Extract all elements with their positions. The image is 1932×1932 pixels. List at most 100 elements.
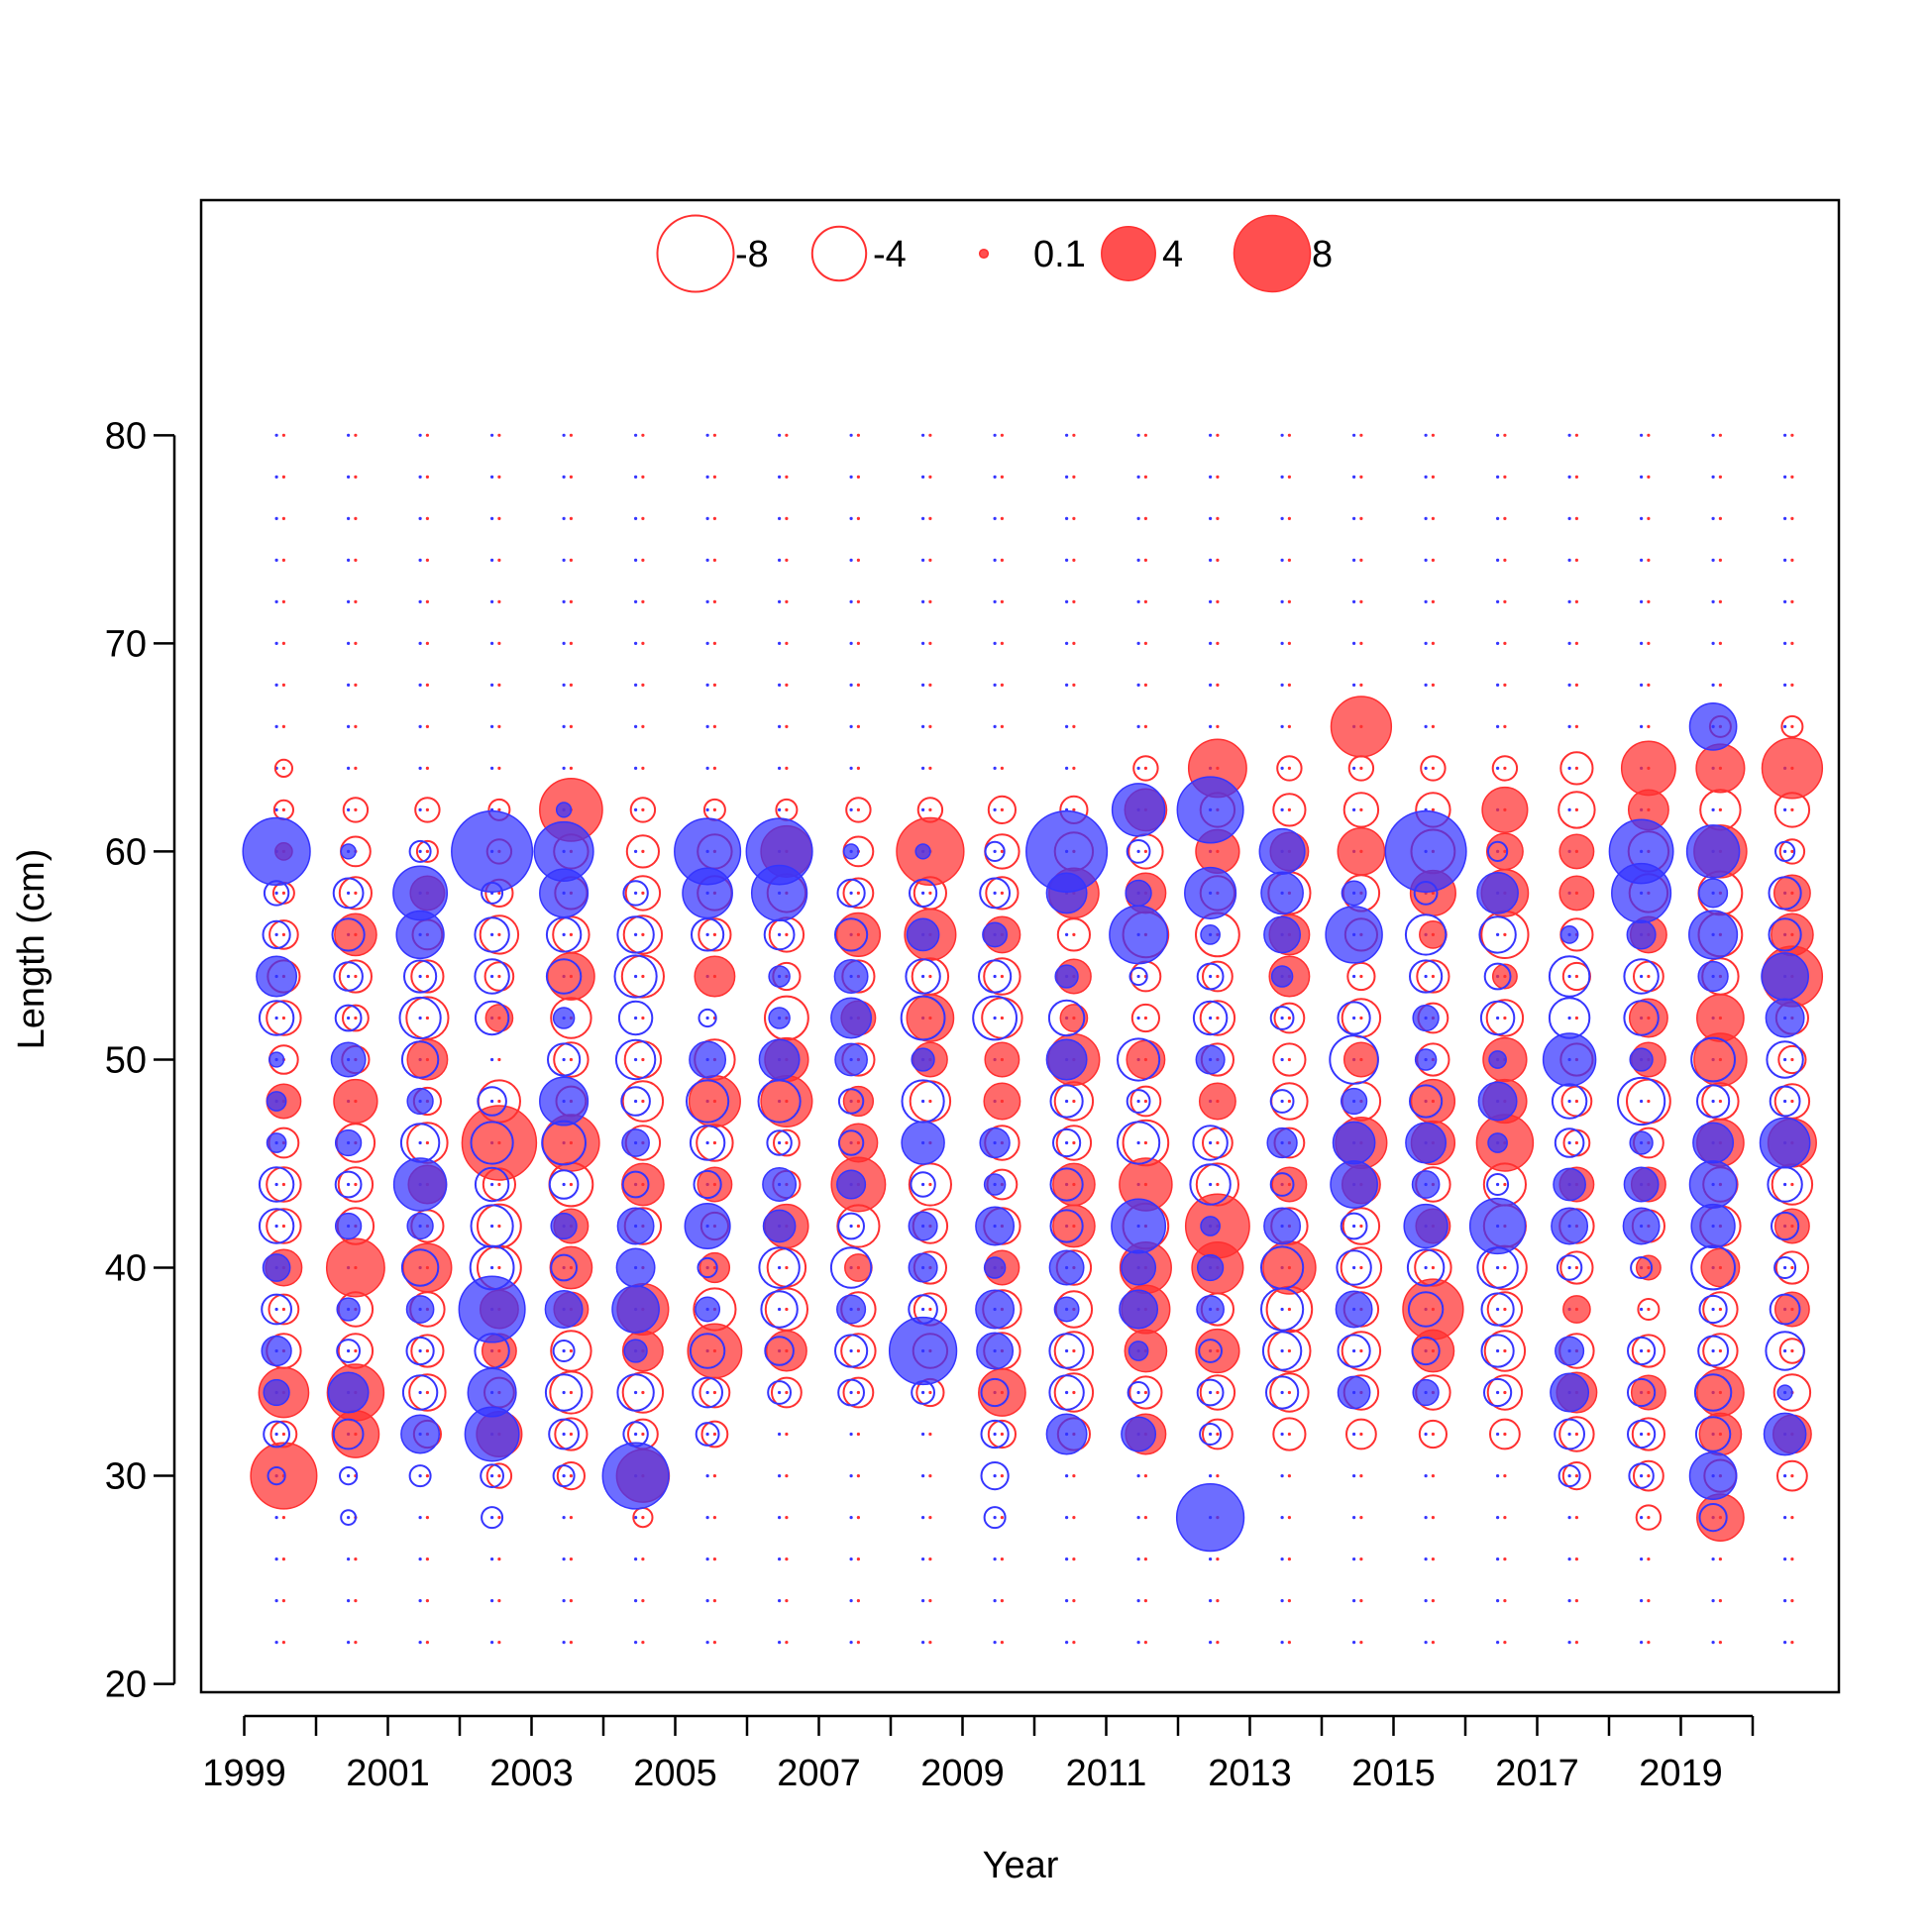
bubble-point [569,683,574,688]
bubble-point [641,558,645,563]
bubble-point [1647,1641,1651,1645]
bubble-point [347,1474,351,1478]
bubble-point [337,1166,375,1203]
bubble-point [785,1265,789,1270]
bubble-point [1774,840,1796,863]
bubble-point [274,558,278,563]
bubble-point [1647,1099,1651,1104]
bubble-point [856,516,861,521]
bubble-point [347,683,351,688]
bubble-point [1693,1373,1733,1412]
bubble-point [1424,599,1428,604]
bubble-point [1551,1083,1588,1120]
bubble-point [1431,433,1435,437]
bubble-point [712,683,717,688]
bubble-point [778,1265,782,1270]
bubble-point [1637,1298,1661,1321]
x-tick-label: 2007 [777,1753,861,1794]
bubble-point [1431,1641,1435,1645]
bubble-point [1000,974,1005,979]
bubble-point [712,558,717,563]
bubble-point [266,1091,287,1112]
bubble-point [712,1516,717,1520]
bubble-point [354,807,358,812]
bubble-point [1000,1641,1005,1645]
bubble-point [928,1099,932,1104]
bubble-point [549,1370,593,1415]
bubble-point [621,1080,665,1123]
bubble-point [418,1348,422,1353]
bubble-point [993,516,997,521]
bubble-point [569,1557,574,1561]
bubble-point [928,1182,932,1187]
bubble-point [1790,849,1794,854]
bubble-point [1216,1432,1220,1437]
bubble-point [849,1599,853,1603]
bubble-point [1072,1557,1076,1561]
x-tick-label: 2005 [633,1753,717,1794]
bubble-point [1216,1016,1220,1020]
x-axis-title: Year [983,1845,1059,1886]
bubble-point [281,475,285,479]
bubble-point [641,1016,645,1020]
bubble-point [849,1516,853,1520]
bubble-point [1287,724,1291,729]
bubble-point [554,1417,589,1451]
bubble-point [1711,1557,1715,1561]
bubble-point [1640,433,1644,437]
bubble-point [1352,1516,1356,1520]
bubble-point [1052,1204,1096,1248]
bubble-point [333,961,364,992]
bubble-point [1072,1516,1076,1520]
bubble-point [1567,1599,1571,1603]
bubble-point [1647,1599,1651,1603]
bubble-point [545,958,583,995]
bubble-point [1711,475,1715,479]
bubble-point [1412,1004,1440,1032]
bubble-point [705,1557,709,1561]
bubble-point [785,641,789,646]
bubble-point [497,475,501,479]
bubble-point [418,766,422,771]
bubble-point [1126,1089,1151,1114]
bubble-point [692,1376,723,1409]
bubble-point [1631,1417,1666,1451]
bubble-point [1129,1085,1162,1118]
bubble-point [1287,1016,1291,1020]
bubble-point [840,1333,877,1369]
bubble-point [773,1128,801,1157]
bubble-point [1790,475,1794,479]
bubble-point [569,1599,574,1603]
bubble-point [993,558,997,563]
bubble-point [274,1599,278,1603]
bubble-point [1072,599,1076,604]
bubble-point [281,433,285,437]
bubble-point [993,599,997,604]
bubble-point [842,843,860,860]
bubble-point [785,599,789,604]
bubble-point [712,1557,717,1561]
bubble-point [1072,683,1076,688]
bubble-point [1263,1207,1302,1245]
bubble-point [993,1641,997,1645]
bubble-point [1126,839,1151,864]
bubble-point [1431,1557,1435,1561]
bubble-point [562,641,566,646]
bubble-point [1496,1182,1500,1187]
bubble-point [1337,1001,1371,1035]
bubble-point [1496,641,1500,646]
bubble-point [1352,683,1356,688]
bubble-point [1065,1140,1069,1145]
bubble-point [834,917,869,952]
bubble-point [569,724,574,729]
bubble-point [481,1506,504,1530]
bubble-point [993,683,997,688]
bubble-point [1359,516,1363,521]
bubble-point [1065,641,1069,646]
bubble-point [1629,1130,1654,1155]
bubble-point [621,1128,650,1157]
bubble-point [1488,1050,1507,1069]
bubble-point [425,974,429,979]
bubble-point [281,1016,285,1020]
